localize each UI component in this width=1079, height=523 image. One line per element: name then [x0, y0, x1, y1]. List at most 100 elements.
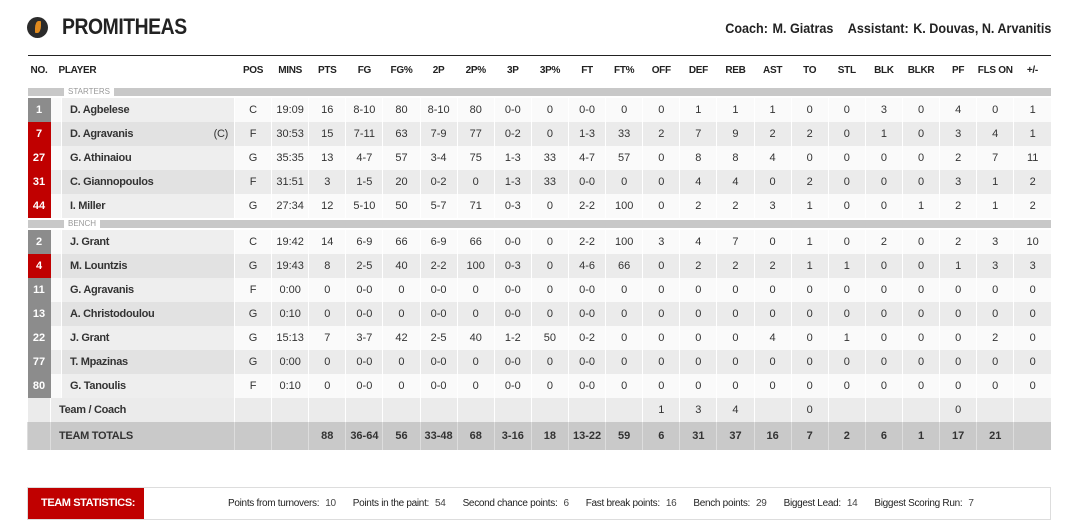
stat-cell-blk: 3: [864, 97, 903, 122]
column-header: FG%: [382, 55, 421, 86]
spacer: [50, 229, 62, 254]
stat-cell-to: 1: [790, 253, 829, 278]
assistant-label: Assistant:: [847, 20, 909, 36]
player-row[interactable]: 44 I. Miller G 27:34 12 5-10 50 5-7 71 0-3 0 2-2 100…: [27, 193, 1051, 218]
stat-cell-3p: 0-0: [493, 229, 532, 254]
stat-cell-blkr: 0: [901, 121, 940, 146]
team-stat-item: Points in the paint: 54: [353, 498, 446, 509]
player-row[interactable]: 4 M. Lountzis G 19:43 8 2-5 40 2-2 100 0-3 0 4-6 66 0…: [27, 253, 1051, 278]
team-stat-item: Points from turnovers: 10: [228, 498, 336, 509]
player-name[interactable]: D. Agravanis (C): [61, 121, 235, 146]
spacer: [50, 325, 62, 350]
column-header: BLK: [865, 55, 903, 86]
stat-cell-pts: 13: [308, 145, 346, 170]
jersey-number: 31: [27, 169, 51, 194]
player-name[interactable]: I. Miller: [61, 193, 235, 218]
player-name[interactable]: J. Grant: [61, 229, 235, 254]
stat-cell-to: 0: [790, 325, 829, 350]
empty-cell: [27, 421, 51, 450]
player-row[interactable]: 11 G. Agravanis F 0:00 0 0-0 0 0-0 0 0-0 0 0-0 0 0 0 0 0…: [27, 277, 1051, 302]
spacer: [50, 349, 62, 374]
table-header-row: NO. PLAYER POS MINS PTS FG FG% 2P 2P% 3P 3P% FT FT% O…: [27, 55, 1051, 86]
player-row[interactable]: 31 C. Giannopoulos F 31:51 3 1-5 20 0-2 0 1-3 33 0-…: [27, 169, 1051, 194]
stat-cell-to: 2: [790, 169, 829, 194]
stat-cell--: 2: [1013, 193, 1051, 218]
stat-cell: 6: [864, 421, 903, 450]
stat-cell-def: 2: [679, 253, 717, 278]
player-name[interactable]: G. Tanoulis: [61, 373, 235, 398]
stat-cell-2p-: 75: [456, 145, 495, 170]
player-name[interactable]: D. Agbelese: [61, 97, 235, 122]
stat-cell-ft: 1-3: [567, 121, 606, 146]
stat-cell-to: 1: [790, 229, 829, 254]
stat-cell-off: 0: [642, 277, 680, 302]
player-name[interactable]: C. Giannopoulos: [61, 169, 235, 194]
stat-cell-off: 0: [642, 97, 680, 122]
column-header: +/-: [1013, 55, 1051, 86]
stat-cell-pts: 15: [308, 121, 346, 146]
jersey-number: 4: [27, 253, 51, 278]
stat-cell-mins: 19:09: [271, 97, 309, 122]
stat-cell-fg-: 80: [382, 97, 421, 122]
player-row[interactable]: 80 G. Tanoulis F 0:10 0 0-0 0 0-0 0 0-0 0 0-0 0 0 0 0 0 0…: [27, 373, 1051, 398]
stat-cell-3p-: 0: [530, 301, 569, 326]
stat-cell-fg: 3-7: [345, 325, 383, 350]
stat-cell-pts: 0: [308, 277, 346, 302]
player-name[interactable]: A. Christodoulou: [61, 301, 235, 326]
stat-cell-3p: 0-0: [493, 97, 532, 122]
stat-cell--: 0: [1013, 325, 1051, 350]
player-name[interactable]: G. Agravanis: [61, 277, 235, 302]
stat-cell-ft-: 100: [605, 193, 643, 218]
stat-cell-pf: 1: [939, 253, 977, 278]
stat-cell-to: 0: [790, 97, 829, 122]
stat-cell-2p-: 100: [456, 253, 495, 278]
stat-cell-2p-: 0: [456, 373, 495, 398]
player-row[interactable]: 7 D. Agravanis (C) F 30:53 15 7-11 63 7-9 77 0-2 0 1…: [27, 121, 1051, 146]
team-stat-value: 7: [968, 498, 974, 509]
stat-cell-3p-: 0: [530, 97, 569, 122]
section-divider: BENCH: [27, 217, 1051, 230]
totals-row: TEAM TOTALS 88 36-64 56 33-48 68 3-16 18 13-22 59…: [27, 421, 1051, 450]
stat-cell-3p: 0-0: [493, 301, 532, 326]
player-row[interactable]: 13 A. Christodoulou G 0:10 0 0-0 0 0-0 0 0-0 0 0-0 0…: [27, 301, 1051, 326]
player-row[interactable]: 77 T. Mpazinas G 0:00 0 0-0 0 0-0 0 0-0 0 0-0 0 0 0 0 0 0…: [27, 349, 1051, 374]
player-name[interactable]: J. Grant: [61, 325, 235, 350]
stat-cell-2p-: 77: [456, 121, 495, 146]
stat-cell-mins: 0:10: [271, 301, 309, 326]
column-header: STL: [828, 55, 866, 86]
stat-cell-2p: 3-4: [419, 145, 458, 170]
stat-cell-2p: 0-2: [419, 169, 458, 194]
stat-cell-mins: 31:51: [271, 169, 309, 194]
player-name[interactable]: T. Mpazinas: [61, 349, 235, 374]
stat-cell-def: 8: [679, 145, 717, 170]
player-name[interactable]: G. Athinaiou: [61, 145, 235, 170]
stat-cell-ft-: 0: [605, 301, 643, 326]
player-row[interactable]: 22 J. Grant G 15:13 7 3-7 42 2-5 40 1-2 50 0-2 0 0 0 0 4…: [27, 325, 1051, 350]
stat-cell: 1: [901, 421, 940, 450]
stat-cell: [864, 397, 903, 422]
stat-cell-2p-: 71: [456, 193, 495, 218]
stat-cell-ast: 4: [753, 145, 792, 170]
player-name-text: M. Lountzis: [70, 259, 128, 272]
stat-cell--: 11: [1013, 145, 1051, 170]
stat-cell-ft-: 0: [605, 373, 643, 398]
stat-cell: [456, 397, 495, 422]
column-header: 2P: [420, 55, 458, 86]
player-row[interactable]: 1 D. Agbelese C 19:09 16 8-10 80 8-10 80 0-0 0 0-0 0…: [27, 97, 1051, 122]
stat-cell-fg-: 0: [382, 301, 421, 326]
stat-cell-pf: 0: [939, 301, 977, 326]
player-row[interactable]: 2 J. Grant C 19:42 14 6-9 66 6-9 66 0-0 0 2-2 100 3 4 7…: [27, 229, 1051, 254]
stat-cell-stl: 0: [827, 193, 866, 218]
player-name[interactable]: M. Lountzis: [61, 253, 235, 278]
jersey-number: 27: [27, 145, 51, 170]
stat-cell: [901, 397, 940, 422]
stat-cell-pos: F: [233, 277, 272, 302]
team-stat-value: 10: [325, 498, 336, 509]
player-row[interactable]: 27 G. Athinaiou G 35:35 13 4-7 57 3-4 75 1-3 33 4-7…: [27, 145, 1051, 170]
stat-cell-2p: 2-5: [419, 325, 458, 350]
stat-cell-pts: 8: [308, 253, 346, 278]
team-stat-item: Biggest Lead: 14: [784, 498, 858, 509]
column-header: AST: [754, 55, 792, 86]
stat-cell--: 0: [1013, 277, 1051, 302]
stat-cell: [530, 397, 569, 422]
